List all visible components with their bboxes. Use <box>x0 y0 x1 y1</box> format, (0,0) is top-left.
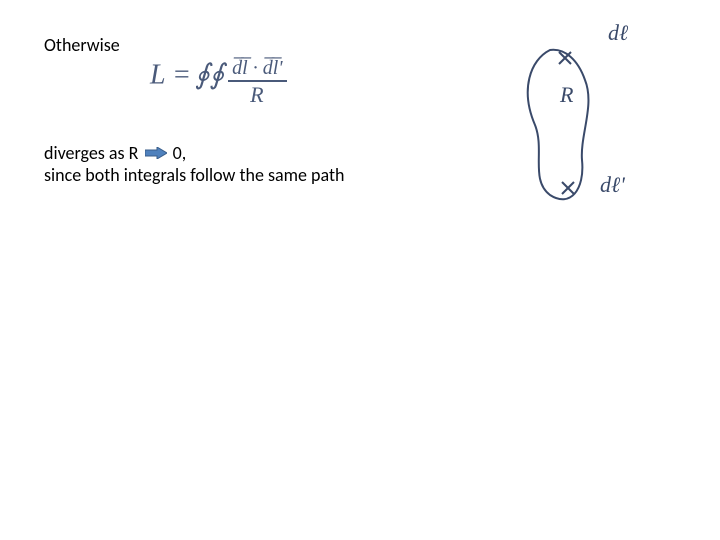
text-line-1: Otherwise <box>44 34 120 57</box>
text-diverges-pre: diverges as R <box>44 142 138 164</box>
formula-self-inductance: L = ∮∮ d̅l̅ · d̅l̅' R <box>150 56 287 104</box>
formula-double-integral: ∮∮ <box>195 60 224 91</box>
label-R: R <box>560 82 573 108</box>
formula-fraction: d̅l̅ · d̅l̅' R <box>228 58 286 106</box>
text-otherwise: Otherwise <box>44 34 120 56</box>
formula-denominator: R <box>228 82 286 106</box>
formula-numerator: d̅l̅ · d̅l̅' <box>228 58 286 82</box>
right-arrow-icon <box>145 142 167 165</box>
label-dl-prime: dℓ' <box>600 172 625 198</box>
text-since: since both integrals follow the same pat… <box>44 164 344 186</box>
text-line-3: since both integrals follow the same pat… <box>44 164 344 187</box>
arrow-shape <box>145 147 167 159</box>
label-dl: dℓ <box>608 20 628 46</box>
text-diverges-post: 0, <box>173 142 187 164</box>
marker-dlprime-icon <box>562 182 574 194</box>
formula-lhs: L = <box>150 60 191 91</box>
slide: Otherwise L = ∮∮ d̅l̅ · d̅l̅' R diverges… <box>0 0 720 540</box>
loop-path <box>528 50 589 199</box>
